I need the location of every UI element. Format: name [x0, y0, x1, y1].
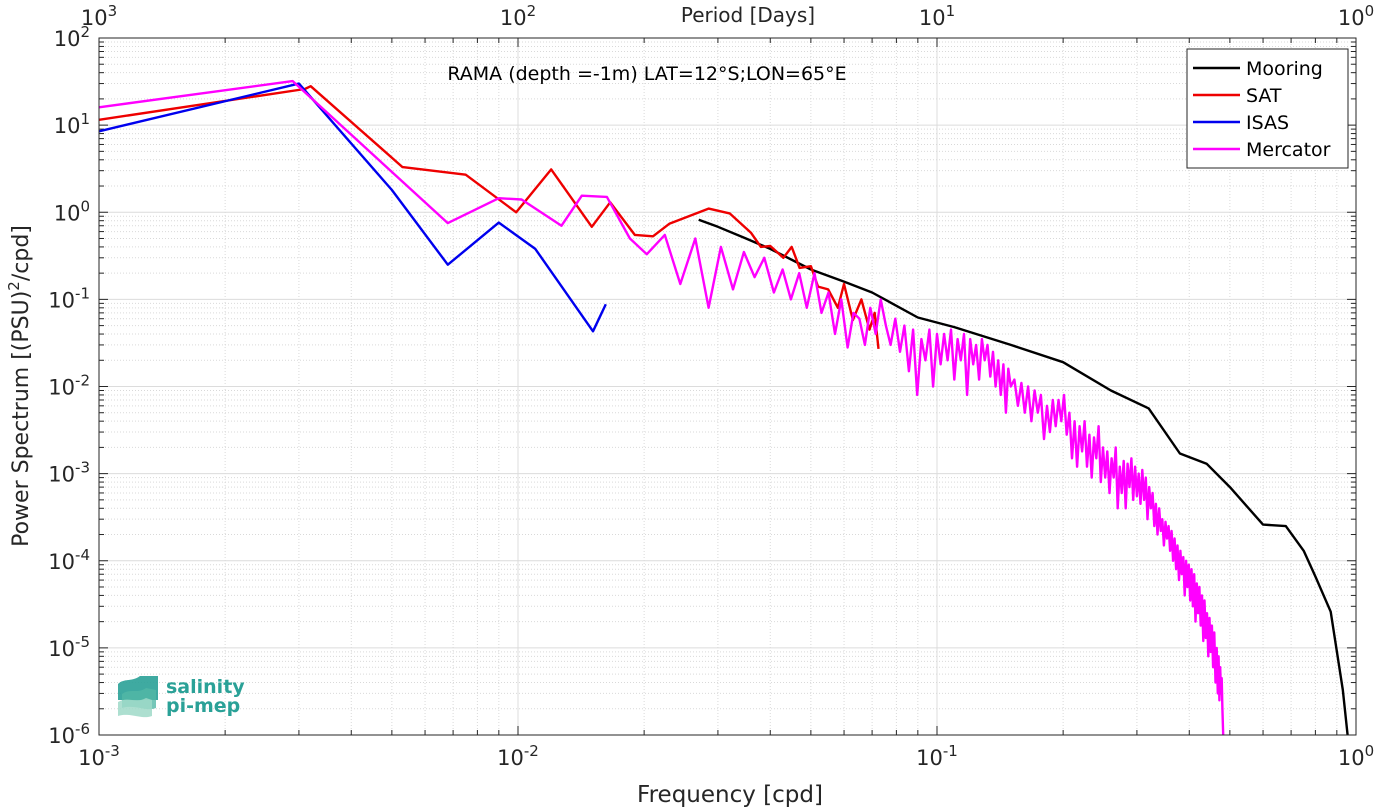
y-tick-label: 102 — [54, 23, 90, 51]
y-tick-label: 10-6 — [48, 720, 90, 748]
x-tick-label: 10-2 — [497, 742, 539, 770]
legend-label: SAT — [1246, 85, 1282, 107]
series-line-mercator — [98, 79, 1225, 736]
chart-title: RAMA (depth =-1m) LAT=12°S;LON=65°E — [447, 63, 846, 85]
plot-frame — [98, 37, 1357, 736]
legend-label: ISAS — [1246, 112, 1289, 134]
series-line-sat — [98, 85, 880, 350]
salinity-pi-mep-logo: salinity pi-mep — [118, 676, 245, 718]
x2-tick-label: 102 — [500, 2, 536, 30]
x2-tick-label: 103 — [81, 2, 117, 30]
x-tick-label: 10-1 — [916, 742, 958, 770]
y-tick-label: 100 — [54, 197, 90, 225]
top-axis-label: Period [Days] — [681, 3, 815, 27]
y-tick-label: 101 — [54, 110, 90, 138]
legend: Mooring SAT ISAS Mercator — [1186, 48, 1349, 169]
y-tick-label: 10-3 — [48, 459, 90, 487]
x-axis-label: Frequency [cpd] — [637, 782, 823, 808]
y-tick-label: 10-2 — [48, 372, 90, 400]
x2-tick-label: 101 — [919, 2, 955, 30]
x-tick-label: 10-3 — [78, 742, 120, 770]
y-tick-label: 10-1 — [48, 284, 90, 312]
x2-tick-label: 100 — [1338, 2, 1374, 30]
waves-icon — [118, 676, 158, 718]
y-tick-label: 10-4 — [48, 546, 90, 574]
x-tick-label: 100 — [1338, 742, 1374, 770]
series-group — [98, 79, 1349, 736]
y-tick-label: 10-5 — [48, 633, 90, 661]
logo-line-2: pi-mep — [166, 695, 240, 717]
legend-label: Mercator — [1246, 139, 1331, 161]
legend-label: Mooring — [1246, 58, 1323, 80]
y-axis-label: Power Spectrum [(PSU)2/cpd] — [5, 225, 34, 547]
logo-line-1: salinity — [166, 676, 245, 698]
